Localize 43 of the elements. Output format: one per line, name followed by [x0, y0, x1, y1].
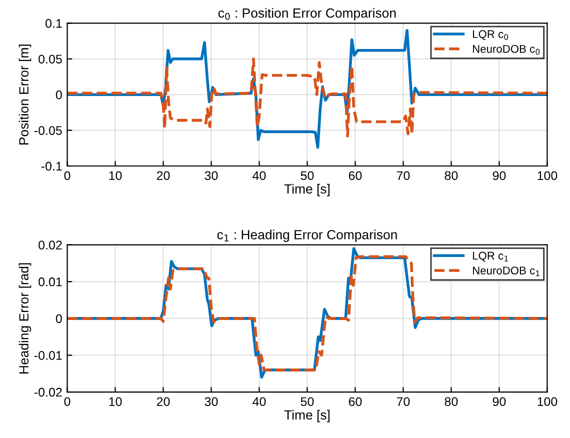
y-tick-label: -0.02 — [34, 388, 62, 397]
x-tick-label: 10 — [109, 397, 122, 406]
legend-label: LQR c$_{1}$ — [473, 252, 508, 262]
x-tick-label: 100 — [538, 397, 558, 406]
x-tick-label: 60 — [348, 397, 362, 406]
y-axis-title: Heading Error [rad] — [18, 263, 32, 374]
x-tick-label: 60 — [348, 171, 362, 180]
x-tick-label: 0 — [64, 397, 70, 406]
x-tick-label: 100 — [538, 171, 558, 180]
x-tick-label: 50 — [300, 171, 314, 180]
x-tick-label: 10 — [109, 171, 122, 180]
y-tick-label: 0.02 — [38, 240, 62, 250]
x-axis-title: Time [s] — [284, 184, 330, 196]
y-tick-label: -0.05 — [34, 126, 62, 135]
y-tick-label: -0.01 — [34, 351, 62, 360]
legend-label: LQR c$_{0}$ — [473, 30, 508, 40]
x-axis-title: Time [s] — [284, 410, 330, 422]
x-tick-label: 30 — [204, 171, 218, 180]
y-tick-label: 0 — [56, 90, 62, 100]
y-tick-label: 0.1 — [46, 19, 62, 28]
x-tick-label: 80 — [444, 397, 458, 406]
line-series — [67, 58, 548, 138]
y-tick-label: -0.1 — [41, 162, 62, 171]
y-tick-label: 0 — [56, 314, 62, 324]
x-tick-label: 50 — [300, 397, 314, 406]
legend-label: NeuroDOB c$_{0}$ — [473, 44, 540, 55]
legend-label: NeuroDOB c$_{1}$ — [473, 266, 540, 276]
x-tick-label: 90 — [492, 397, 506, 406]
y-tick-label: 0.05 — [38, 54, 62, 64]
x-tick-label: 20 — [156, 171, 170, 180]
x-tick-label: 40 — [252, 171, 266, 180]
x-tick-label: 20 — [156, 397, 170, 406]
x-tick-label: 0 — [64, 171, 70, 180]
x-tick-label: 70 — [396, 397, 410, 406]
chart-title: c$_{0}$ : Position Error Comparison — [218, 8, 396, 20]
x-tick-label: 90 — [492, 171, 506, 180]
x-tick-label: 70 — [396, 171, 410, 180]
x-tick-label: 30 — [204, 397, 218, 406]
x-tick-label: 80 — [444, 171, 458, 180]
y-tick-label: 0.01 — [38, 277, 62, 286]
y-axis-title: Position Error [m] — [18, 44, 32, 144]
chart-title: c$_{1}$ : Heading Error Comparison — [217, 230, 397, 242]
x-tick-label: 40 — [252, 397, 266, 406]
